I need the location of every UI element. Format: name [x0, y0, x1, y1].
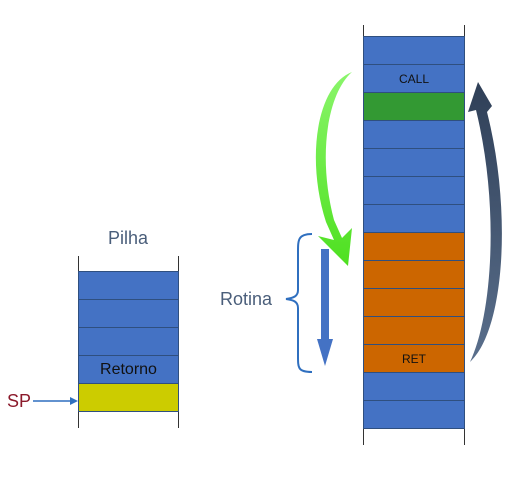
- memory-cell-call: CALL: [363, 64, 465, 93]
- memory-cell: [363, 148, 465, 177]
- ret-label: RET: [402, 351, 426, 366]
- execution-flow-arrow: [317, 249, 333, 366]
- stack-title: Pilha: [108, 228, 149, 248]
- memory-cell: [363, 372, 465, 401]
- stack-cell: [78, 327, 179, 356]
- stack-cell-retorno: Retorno: [78, 355, 179, 384]
- memory-cell: [363, 176, 465, 205]
- rotina-label: Rotina: [220, 289, 273, 309]
- retorno-label: Retorno: [100, 360, 157, 378]
- sp-pointer-arrow: [33, 397, 78, 405]
- memory-cell: [363, 36, 465, 65]
- memory-cell: [363, 120, 465, 149]
- stack-cell: [78, 299, 179, 328]
- call-jump-arrow: [315, 72, 352, 266]
- memory-cell-ret: RET: [363, 344, 465, 373]
- rotina-brace: [285, 233, 313, 373]
- return-arrow: [468, 82, 502, 362]
- sp-label: SP: [7, 391, 32, 411]
- stack-cell-top: [78, 383, 179, 412]
- memory-cell: [363, 400, 465, 429]
- call-label: CALL: [398, 71, 430, 86]
